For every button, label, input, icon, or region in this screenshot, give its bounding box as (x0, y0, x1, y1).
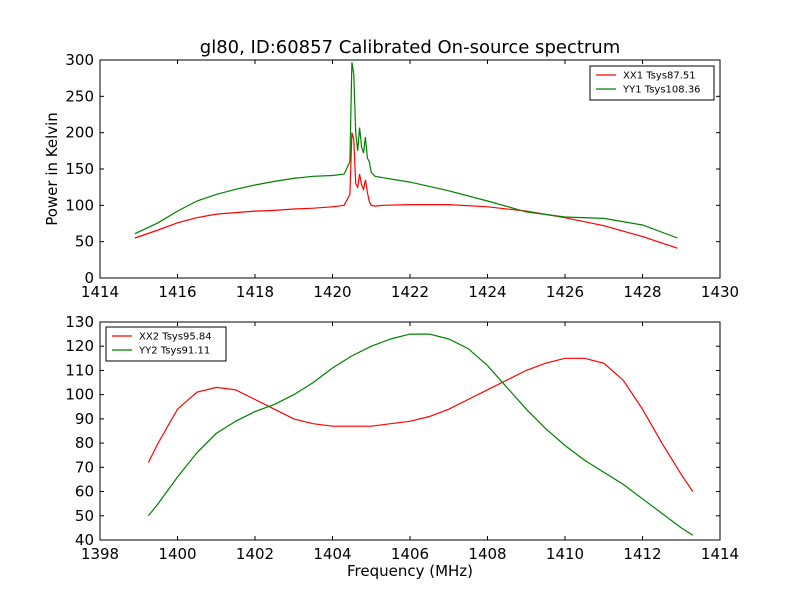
y-tick-label: 90 (75, 410, 94, 428)
y-tick-label: 50 (75, 233, 94, 251)
legend-label: XX2 Tsys95.84 (139, 332, 212, 343)
x-tick-label: 1430 (701, 283, 739, 301)
y-axis-label: Power in Kelvin (43, 112, 61, 226)
y-tick-label: 40 (75, 531, 94, 549)
top-plot: 1414 1416 1418 1420 1422 1424 1426 1428 1430 0 50 1… (65, 51, 739, 301)
x-tick-label: 1402 (236, 545, 274, 563)
x-tick-label: 1412 (623, 545, 661, 563)
x-tick-label: 1414 (701, 545, 739, 563)
series-line-1-1 (134, 132, 678, 249)
x-tick-label: 1416 (158, 283, 196, 301)
x-tick-label: 1424 (468, 283, 506, 301)
x-tick-label: 1418 (236, 283, 274, 301)
x-tick-label: 1398 (81, 545, 119, 563)
y-tick-label: 300 (65, 51, 94, 69)
y-tick-label: 60 (75, 483, 94, 501)
legend: XX1 Tsys87.51 YY1 Tsys108.36 (589, 65, 715, 101)
y-tick-label: 100 (65, 386, 94, 404)
y-tick-label: 250 (65, 87, 94, 105)
legend-label: YY1 Tsys108.36 (622, 85, 701, 96)
y-tick-label: 110 (65, 361, 94, 379)
x-tick-label: 1400 (158, 545, 196, 563)
y-tick-label: 80 (75, 434, 94, 452)
x-tick-label: 1410 (546, 545, 584, 563)
y-tick-label: 70 (75, 458, 94, 476)
y-tick-label: 200 (65, 124, 94, 142)
x-tick-label: 1414 (81, 283, 119, 301)
x-tick-label: 1426 (546, 283, 584, 301)
legend-label: YY2 Tsys91.11 (138, 346, 210, 357)
y-tick-label: 130 (65, 313, 94, 331)
legend-label: XX1 Tsys87.51 (623, 71, 696, 82)
series-line-2-1 (147, 357, 694, 492)
bottom-plot: 1398 1400 1402 1404 1406 1408 1410 1412 1414 40 50… (65, 313, 739, 563)
legend-box (589, 65, 715, 101)
x-tick-label: 1428 (623, 283, 661, 301)
x-tick-label: 1404 (313, 545, 351, 563)
legend: XX2 Tsys95.84 YY2 Tsys91.11 (105, 326, 227, 362)
y-tick-label: 150 (65, 160, 94, 178)
x-axis-label: Frequency (MHz) (347, 562, 473, 580)
x-tick-label: 1422 (391, 283, 429, 301)
y-tick-label: 120 (65, 337, 94, 355)
x-tick-label: 1408 (468, 545, 506, 563)
x-tick-label: 1420 (313, 283, 351, 301)
y-tick-label: 0 (84, 269, 94, 287)
y-tick-label: 100 (65, 196, 94, 214)
chart-title: gl80, ID:60857 Calibrated On-source spec… (200, 37, 620, 58)
series-line-2-2 (147, 333, 694, 536)
x-tick-label: 1406 (391, 545, 429, 563)
legend-box (105, 326, 227, 362)
y-tick-label: 50 (75, 507, 94, 525)
series-line-1-2 (134, 62, 678, 239)
